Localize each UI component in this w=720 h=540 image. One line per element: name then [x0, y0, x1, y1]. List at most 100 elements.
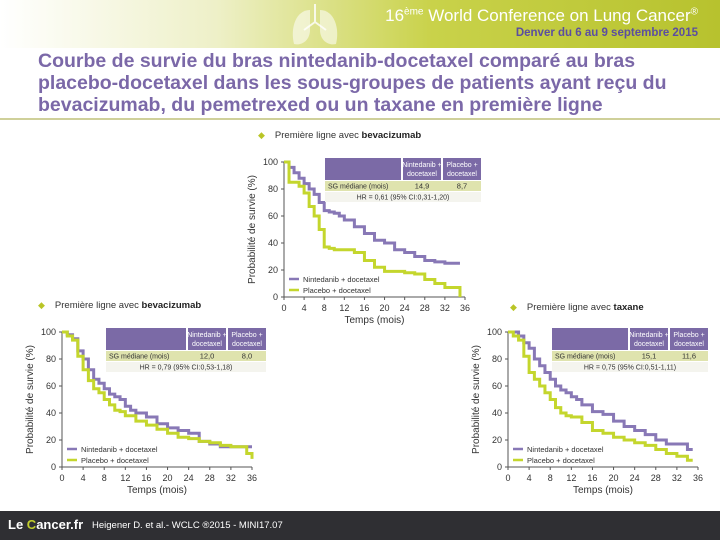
x-tick-label: 20: [609, 473, 619, 483]
y-tick-label: 100: [41, 327, 56, 337]
table-row-label: SG médiane (mois): [555, 354, 615, 361]
x-tick-label: 36: [693, 473, 703, 483]
median-placebo-value: 8,0: [242, 352, 252, 361]
table-col-header: docetaxel: [192, 341, 222, 348]
x-tick-label: 20: [380, 303, 390, 313]
x-tick-label: 32: [440, 303, 450, 313]
x-tick-label: 0: [59, 473, 64, 483]
table-row-bg: [552, 351, 708, 361]
table-col-header: Nintedanib +: [629, 332, 669, 339]
x-axis-label: Temps (mois): [344, 315, 404, 326]
x-tick-label: 12: [120, 473, 130, 483]
y-tick-label: 40: [492, 408, 502, 418]
x-tick-label: 20: [163, 473, 173, 483]
slide-title: Courbe de survie du bras nintedanib-doce…: [38, 50, 667, 116]
x-tick-label: 4: [81, 473, 86, 483]
table-row-bg: [325, 181, 481, 191]
x-tick-label: 16: [359, 303, 369, 313]
x-tick-label: 8: [322, 303, 327, 313]
table-col-header: Placebo +: [446, 162, 477, 169]
x-tick-label: 24: [400, 303, 410, 313]
survival-chart-taxane: 0 20 40 60 80 100 0 4 8 12 16 20 24 28 32 36 Temps (mois…: [471, 327, 708, 496]
legend-label: Placebo + docetaxel: [303, 286, 371, 295]
panel-label-1: ◆ Première ligne avec bevacizumab: [258, 130, 422, 141]
survival-chart-bevacizumab-left: 0 20 40 60 80 100 0 4 8 12 16 20 24 28 32 36 Temps (mois…: [25, 327, 266, 496]
hazard-ratio-text: HR = 0,75 (95% CI:0,51-1,11): [584, 365, 676, 372]
table-col-header: Placebo +: [673, 332, 704, 339]
x-tick-label: 16: [587, 473, 597, 483]
x-tick-label: 0: [505, 473, 510, 483]
y-tick-label: 40: [268, 238, 278, 248]
footer: Le Cancer.fr Heigener D. et al.- WCLC ®2…: [0, 511, 720, 540]
series-placebo-line: [284, 160, 462, 297]
table-col-header: Nintedanib +: [402, 162, 442, 169]
y-tick-label: 0: [497, 462, 502, 472]
y-tick-label: 60: [46, 381, 56, 391]
x-tick-label: 24: [630, 473, 640, 483]
panel-label-2: ◆ Première ligne avec bevacizumab: [38, 300, 202, 311]
x-tick-label: 12: [566, 473, 576, 483]
table-header-cell: [630, 328, 668, 350]
lecancer-logo: Le Cancer.fr: [8, 517, 84, 532]
legend-label: Placebo + docetaxel: [527, 456, 595, 465]
table-row-label: SG médiane (mois): [328, 184, 388, 191]
table-header-cell: [188, 328, 226, 350]
x-axis-label: Temps (mois): [127, 485, 187, 496]
panel-label-3: ◆ Première ligne avec taxane: [510, 302, 644, 313]
x-tick-label: 28: [205, 473, 215, 483]
x-axis-label: Temps (mois): [573, 485, 633, 496]
table-header-blank: [325, 158, 401, 180]
legend-label: Placebo + docetaxel: [81, 456, 149, 465]
conference-title: 16ème World Conference on Lung Cancer®: [385, 6, 698, 25]
series-placebo-line: [62, 330, 254, 459]
legend-label: Nintedanib + docetaxel: [303, 275, 380, 284]
table-header-cell: [670, 328, 708, 350]
x-tick-label: 28: [420, 303, 430, 313]
table-header-blank: [552, 328, 628, 350]
x-tick-label: 12: [339, 303, 349, 313]
x-tick-label: 36: [247, 473, 257, 483]
y-tick-label: 0: [273, 292, 278, 302]
y-tick-label: 100: [487, 327, 502, 337]
series-nintedanib-line: [284, 160, 460, 265]
y-tick-label: 80: [492, 354, 502, 364]
table-hr-bg: [552, 362, 708, 372]
title-divider: [0, 118, 720, 120]
table-header-blank: [106, 328, 186, 350]
table-col-header: docetaxel: [407, 171, 437, 178]
diamond-bullet-icon: ◆: [38, 300, 45, 310]
y-axis-label: Probabilité de survie (%): [25, 345, 36, 454]
lungs-logo-icon: [292, 4, 338, 45]
y-tick-label: 80: [268, 184, 278, 194]
y-axis-label: Probabilité de survie (%): [471, 345, 482, 454]
table-row-label: SG médiane (mois): [109, 354, 169, 361]
x-tick-label: 36: [460, 303, 470, 313]
legend-label: Nintedanib + docetaxel: [81, 445, 158, 454]
y-tick-label: 60: [268, 211, 278, 221]
x-tick-label: 4: [527, 473, 532, 483]
table-header-cell: [228, 328, 266, 350]
hazard-ratio-text: HR = 0,61 (95% CI:0,31-1,20): [357, 195, 450, 202]
table-hr-bg: [106, 362, 266, 372]
x-tick-label: 0: [281, 303, 286, 313]
y-axis-label: Probabilité de survie (%): [247, 175, 258, 284]
median-placebo-value: 11,6: [682, 352, 696, 361]
series-placebo-line: [508, 330, 693, 462]
table-hr-bg: [325, 192, 481, 202]
y-tick-label: 20: [492, 435, 502, 445]
x-tick-label: 24: [184, 473, 194, 483]
table-header-cell: [403, 158, 441, 180]
conference-subtitle: Denver du 6 au 9 septembre 2015: [515, 27, 698, 39]
x-tick-label: 32: [672, 473, 682, 483]
table-col-header: docetaxel: [232, 341, 262, 348]
diamond-bullet-icon: ◆: [258, 130, 265, 140]
table-col-header: Nintedanib +: [187, 332, 227, 339]
table-col-header: docetaxel: [447, 171, 477, 178]
table-col-header: docetaxel: [674, 341, 704, 348]
header-banner: 16ème World Conference on Lung Cancer® D…: [0, 0, 720, 48]
x-tick-label: 4: [302, 303, 307, 313]
diamond-bullet-icon: ◆: [510, 302, 517, 312]
y-tick-label: 80: [46, 354, 56, 364]
y-tick-label: 20: [46, 435, 56, 445]
y-tick-label: 60: [492, 381, 502, 391]
